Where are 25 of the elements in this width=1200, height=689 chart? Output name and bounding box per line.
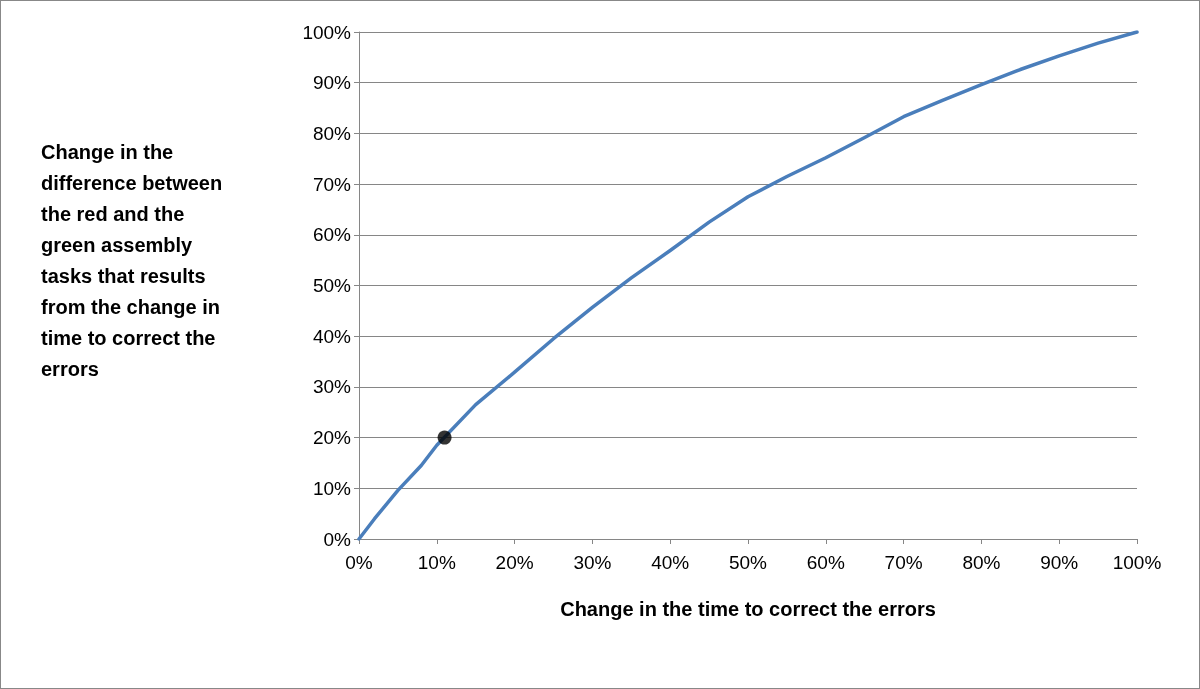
- y-tick-label: 60%: [312, 224, 352, 246]
- x-tick-label: 0%: [345, 552, 373, 573]
- y-tick-label: 80%: [312, 122, 352, 144]
- x-tick-label: 90%: [1040, 552, 1079, 573]
- x-tick-label: 20%: [495, 552, 534, 573]
- x-tick-label: 70%: [884, 552, 923, 573]
- x-tick-label: 30%: [573, 552, 612, 573]
- y-tick-label: 100%: [302, 21, 352, 43]
- y-tick-label: 40%: [312, 325, 352, 347]
- line-series: [357, 30, 1139, 541]
- y-tick-label: 90%: [312, 72, 352, 94]
- y-tick-label: 70%: [312, 173, 352, 195]
- x-tick-label: 60%: [806, 552, 845, 573]
- x-tick-label: 80%: [962, 552, 1001, 573]
- y-axis-title: Change in the difference between the red and the green assembly tasks that results from the change in time to correct the errors: [41, 140, 228, 380]
- y-tick-label: 50%: [312, 275, 352, 296]
- x-tick-label: 50%: [728, 552, 768, 573]
- y-tick-label: 20%: [312, 427, 352, 449]
- x-tick-label: 10%: [417, 552, 456, 573]
- x-axis-title: Change in the time to correct the errors: [560, 598, 936, 620]
- y-tick-label: 0%: [323, 528, 352, 550]
- x-tick-label: 100%: [1112, 552, 1162, 573]
- y-tick-label: 10%: [312, 477, 352, 499]
- y-tick-label: 30%: [312, 376, 352, 398]
- x-tick-label: 40%: [651, 552, 690, 573]
